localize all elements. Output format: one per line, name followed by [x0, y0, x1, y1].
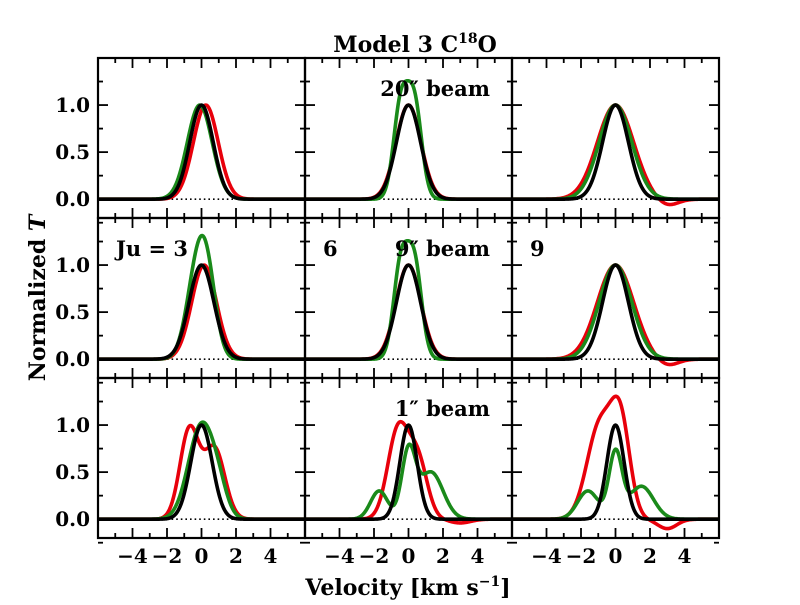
series-line-red — [512, 263, 719, 367]
y-tick-label: 0.0 — [55, 347, 90, 371]
series-group — [512, 103, 719, 207]
ju-label: 9 — [530, 236, 545, 261]
series-line-black — [98, 103, 305, 201]
series-group — [98, 420, 305, 521]
series-group — [305, 238, 512, 361]
panel-r2-c2: −4 −2 0 2 4 — [510, 376, 721, 568]
series-line-black — [98, 263, 305, 361]
series-line-green — [512, 103, 719, 201]
ju-label: Ju = 3 — [114, 236, 188, 261]
series-line-red — [305, 419, 512, 525]
x-tick-label: 2 — [643, 544, 657, 568]
series-line-black — [305, 423, 512, 521]
y-tick-label: 0.5 — [55, 140, 90, 164]
panel-r2-c0: 0.0 0.5 1.0 −4 −2 0 2 4 — [55, 376, 307, 568]
series-line-red — [98, 263, 305, 361]
series-line-red — [98, 103, 305, 201]
x-tick-label: 4 — [471, 544, 485, 568]
x-tick-label: 0 — [195, 544, 209, 568]
beam-label: 20″ beam — [380, 76, 490, 101]
series-line-green — [512, 447, 719, 521]
y-tick-label: 1.0 — [55, 93, 90, 117]
x-tick-label: 2 — [436, 544, 450, 568]
panel-frame — [96, 376, 307, 540]
series-line-black — [98, 423, 305, 521]
series-line-black — [512, 423, 719, 521]
series-group — [305, 419, 512, 525]
y-axis-label: Normalized T — [25, 213, 51, 381]
x-tick-label: 4 — [678, 544, 692, 568]
beam-label: 9″ beam — [395, 236, 490, 261]
series-line-green — [512, 263, 719, 361]
y-tick-label: 1.0 — [55, 413, 90, 437]
series-group — [98, 103, 305, 201]
x-tick-label: −2 — [566, 544, 597, 568]
series-line-red — [98, 423, 305, 521]
x-tick-label: −4 — [324, 544, 355, 568]
x-tick-label: 0 — [609, 544, 623, 568]
panel-grid: 0.0 0.5 1.0 20″ beam 0.0 0.5 1.0 Ju = 3 9″ beam 6… — [55, 56, 721, 568]
x-tick-label: 4 — [264, 544, 278, 568]
y-tick-label: 1.0 — [55, 253, 90, 277]
y-tick-label: 0.5 — [55, 300, 90, 324]
panel-r0-c0: 0.0 0.5 1.0 — [55, 56, 307, 224]
x-tick-label: −2 — [152, 544, 183, 568]
panel-r1-c2: 9 — [510, 216, 721, 384]
series-line-black — [512, 103, 719, 201]
series-line-green — [98, 420, 305, 521]
panel-frame — [510, 376, 721, 540]
panel-frame — [510, 56, 721, 220]
y-tick-label: 0.0 — [55, 187, 90, 211]
panel-r0-c1: 20″ beam — [303, 56, 514, 224]
panel-r1-c1: 9″ beam 6 — [303, 216, 514, 384]
x-tick-label: 0 — [402, 544, 416, 568]
x-axis-label: Velocity [km s−1] — [304, 574, 510, 601]
y-tick-label: 0.5 — [55, 460, 90, 484]
panel-frame — [96, 56, 307, 220]
series-line-black — [305, 103, 512, 201]
panel-r1-c0: 0.0 0.5 1.0 Ju = 3 — [55, 216, 307, 384]
series-group — [98, 233, 305, 361]
series-line-red — [305, 263, 512, 361]
x-tick-label: −4 — [531, 544, 562, 568]
chart-title: Model 3 C18O — [333, 31, 497, 58]
series-group — [512, 394, 719, 531]
series-line-red — [512, 103, 719, 207]
x-tick-label: −4 — [117, 544, 148, 568]
ju-label: 6 — [323, 236, 338, 261]
series-line-black — [512, 263, 719, 361]
panel-r0-c2 — [510, 56, 721, 224]
series-line-green — [305, 442, 512, 521]
series-line-green — [98, 103, 305, 201]
panel-r2-c1: −4 −2 0 2 4 1″ beam — [303, 376, 514, 568]
beam-label: 1″ beam — [395, 396, 490, 421]
series-line-red — [305, 103, 512, 201]
series-group — [512, 263, 719, 367]
series-group — [305, 78, 512, 201]
x-tick-label: −2 — [359, 544, 390, 568]
y-tick-label: 0.0 — [55, 507, 90, 531]
series-line-black — [305, 263, 512, 361]
series-line-red — [512, 394, 719, 531]
x-tick-label: 2 — [229, 544, 243, 568]
